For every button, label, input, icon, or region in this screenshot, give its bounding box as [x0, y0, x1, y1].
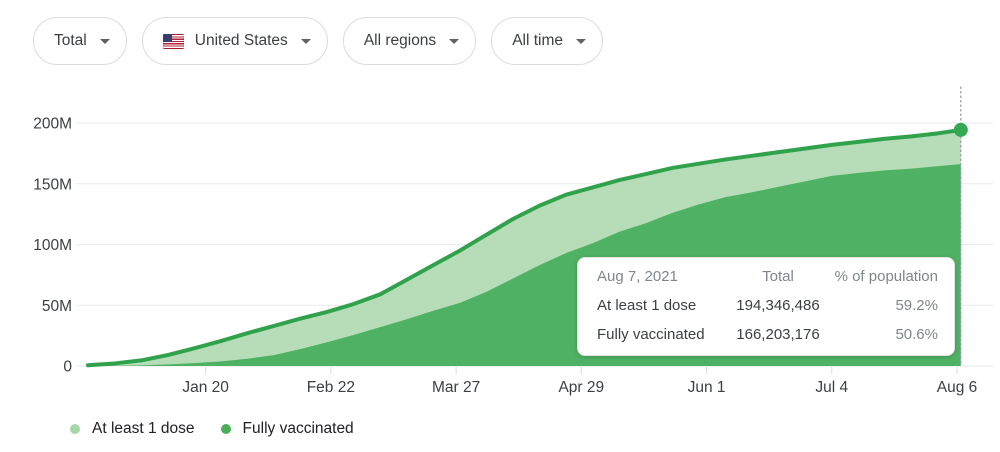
vaccination-area-chart[interactable]: 0 50M 100M 150M 200M Jan 20 Feb 22 Mar 27 Apr 29…	[0, 85, 1000, 405]
chart-tooltip: Aug 7, 2021 Total % of population At lea…	[577, 257, 955, 356]
x-axis-label: Apr 29	[558, 379, 604, 396]
x-axis-label: Mar 27	[432, 379, 480, 396]
chevron-down-icon	[300, 38, 311, 44]
tooltip-row-at-least-1-dose: At least 1 dose 194,346,486 59.2%	[597, 297, 938, 314]
metric-dropdown[interactable]: Total	[33, 17, 127, 65]
tooltip-total-column-header: Total	[762, 268, 794, 285]
x-axis-label: Aug 6	[937, 379, 978, 396]
tooltip-percent-value: 50.6%	[895, 326, 938, 343]
country-dropdown-label: United States	[194, 32, 288, 49]
metric-dropdown-label: Total	[54, 32, 87, 49]
region-dropdown[interactable]: All regions	[342, 17, 477, 65]
country-dropdown[interactable]: United States	[141, 17, 328, 65]
chevron-down-icon	[576, 38, 587, 44]
x-axis-label: Feb 22	[307, 379, 355, 396]
legend-label: Fully vaccinated	[242, 420, 354, 437]
legend-dot-green	[220, 424, 231, 434]
tooltip-date: Aug 7, 2021	[597, 268, 678, 285]
timerange-dropdown-label: All time	[512, 32, 564, 49]
tooltip-row-fully-vaccinated: Fully vaccinated 166,203,176 50.6%	[597, 326, 938, 343]
tooltip-header-row: Aug 7, 2021 Total % of population	[597, 268, 938, 285]
chevron-down-icon	[449, 38, 460, 44]
tooltip-series-label: At least 1 dose	[597, 297, 697, 314]
chevron-down-icon	[99, 38, 110, 44]
legend-item-fully-vaccinated: Fully vaccinated	[220, 420, 354, 438]
region-dropdown-label: All regions	[363, 32, 437, 49]
filter-bar: Total United States All regions All time	[33, 17, 604, 65]
tooltip-series-label: Fully vaccinated	[597, 326, 705, 343]
legend-dot-light-green	[70, 424, 80, 434]
x-axis-label: Jun 1	[688, 379, 726, 396]
tooltip-total-value: 194,346,486	[736, 297, 820, 314]
tooltip-percent-value: 59.2%	[895, 297, 938, 314]
trend-line-at-least-1-dose	[86, 127, 963, 368]
x-axis-label: Jul 4	[815, 379, 848, 396]
x-axis-label: Jan 20	[182, 379, 229, 396]
chart-legend: At least 1 dose Fully vaccinated	[70, 420, 354, 438]
tooltip-percent-column-header: % of population	[834, 268, 938, 285]
us-flag-icon	[162, 33, 184, 49]
y-axis-label: 0	[63, 359, 72, 376]
latest-point-marker[interactable]	[953, 122, 968, 137]
y-axis-label: 200M	[33, 116, 72, 133]
legend-label: At least 1 dose	[92, 420, 195, 437]
timerange-dropdown[interactable]: All time	[491, 17, 604, 65]
y-axis-label: 50M	[42, 298, 72, 315]
y-axis-label: 100M	[33, 237, 72, 254]
legend-item-at-least-1-dose: At least 1 dose	[70, 420, 195, 438]
tooltip-total-value: 166,203,176	[736, 326, 820, 343]
y-axis-label: 150M	[33, 176, 72, 193]
